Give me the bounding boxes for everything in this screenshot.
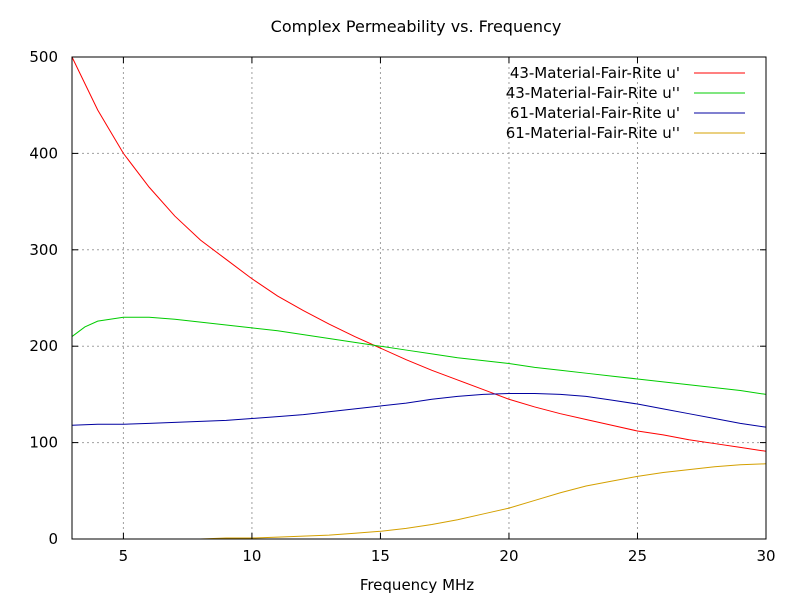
legend-label-1: 43-Material-Fair-Rite u' [510, 64, 680, 82]
chart-title: Complex Permeability vs. Frequency [271, 17, 562, 36]
grid-layer [72, 57, 766, 539]
legend-label-2: 43-Material-Fair-Rite u'' [506, 84, 680, 102]
series-line-4 [72, 463, 767, 540]
x-tick-label: 15 [371, 547, 390, 565]
x-axis-label: Frequency MHz [360, 576, 474, 594]
series-line-2 [71, 316, 767, 395]
x-tick-label: 25 [628, 547, 647, 565]
y-tick-label: 0 [48, 530, 58, 548]
legend: 43-Material-Fair-Rite u' 43-Material-Fair… [506, 64, 745, 142]
y-tick-label: 400 [29, 144, 58, 162]
y-tick-label: 300 [29, 241, 58, 259]
y-tick-label: 200 [29, 337, 58, 355]
x-tick-label: 30 [756, 547, 775, 565]
plot-frame [71, 56, 767, 540]
legend-label-3: 61-Material-Fair-Rite u' [510, 104, 680, 122]
y-tick-label: 100 [29, 434, 58, 452]
x-tick-label: 5 [119, 547, 129, 565]
legend-label-4: 61-Material-Fair-Rite u'' [506, 124, 680, 142]
series-line-3 [71, 392, 767, 428]
series-line-1 [71, 56, 767, 452]
y-tick-label: 500 [29, 48, 58, 66]
x-tick-label: 20 [499, 547, 518, 565]
x-tick-label: 10 [242, 547, 261, 565]
